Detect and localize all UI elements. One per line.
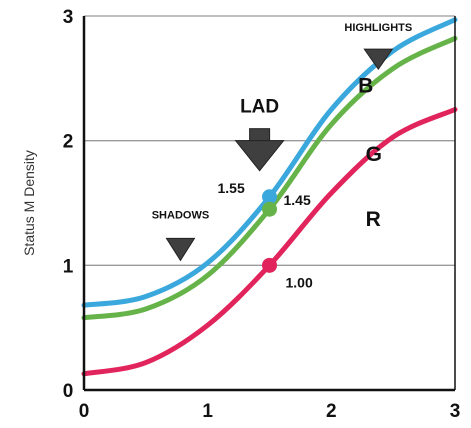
x-tick-label: 0 — [79, 401, 90, 422]
y-tick-label: 1 — [63, 256, 74, 277]
y-tick-label: 2 — [63, 132, 74, 153]
y-tick-label: 3 — [63, 7, 74, 28]
x-tick-label: 3 — [450, 401, 461, 422]
y-tick-label: 0 — [63, 381, 74, 402]
annotation-shadows-label: SHADOWS — [152, 209, 209, 221]
marker-g — [262, 201, 277, 217]
annotations: SHADOWS LAD HIGHLIGHTS — [152, 22, 412, 262]
curve-labels: B G R — [358, 75, 382, 231]
series-line-g — [81, 35, 458, 321]
annotation-lad-label: LAD — [240, 97, 279, 118]
marker-value-label: 1.45 — [284, 192, 311, 208]
lad-arrow-icon — [234, 140, 285, 172]
marker-value-label: 1.00 — [286, 274, 313, 290]
markers: 1.55 1.45 1.00 — [218, 180, 313, 291]
tick-labels: 0 1 2 3 0 1 2 3 — [63, 7, 461, 422]
series-label-b: B — [358, 75, 373, 98]
marker-b — [262, 189, 277, 205]
axes — [82, 16, 456, 392]
series-label-g: G — [366, 143, 382, 166]
highlights-arrow-icon — [363, 48, 394, 71]
marker-value-label: 1.55 — [218, 180, 245, 196]
y-axis-title: Status M Density — [21, 150, 37, 256]
x-tick-label: 2 — [326, 401, 337, 422]
marker-r — [262, 257, 277, 273]
series-label-r: R — [366, 208, 381, 231]
annotation-highlights-label: HIGHLIGHTS — [344, 22, 412, 34]
x-tick-label: 1 — [202, 401, 213, 422]
shadows-arrow-icon — [165, 237, 196, 262]
